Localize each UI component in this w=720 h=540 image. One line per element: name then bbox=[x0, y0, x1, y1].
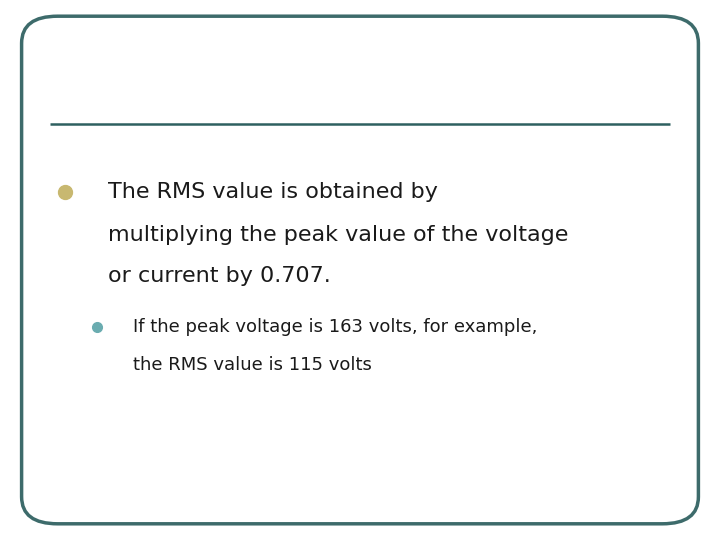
Text: If the peak voltage is 163 volts, for example,: If the peak voltage is 163 volts, for ex… bbox=[133, 318, 538, 336]
Text: The RMS value is obtained by: The RMS value is obtained by bbox=[108, 181, 438, 202]
Text: the RMS value is 115 volts: the RMS value is 115 volts bbox=[133, 355, 372, 374]
Text: or current by 0.707.: or current by 0.707. bbox=[108, 266, 330, 287]
Text: multiplying the peak value of the voltage: multiplying the peak value of the voltag… bbox=[108, 225, 568, 245]
FancyBboxPatch shape bbox=[22, 16, 698, 524]
